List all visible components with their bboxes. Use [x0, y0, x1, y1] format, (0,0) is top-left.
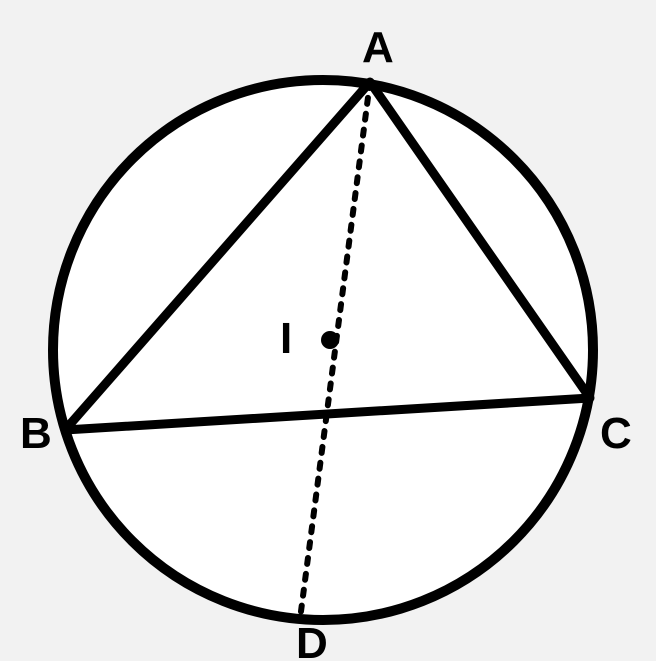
center-point-i	[321, 331, 339, 349]
label-d: D	[296, 619, 328, 661]
label-b: B	[20, 409, 52, 458]
label-i: I	[280, 314, 292, 363]
geometry-diagram: A B C D I	[0, 0, 656, 661]
label-a: A	[362, 23, 394, 72]
label-c: C	[600, 409, 632, 458]
